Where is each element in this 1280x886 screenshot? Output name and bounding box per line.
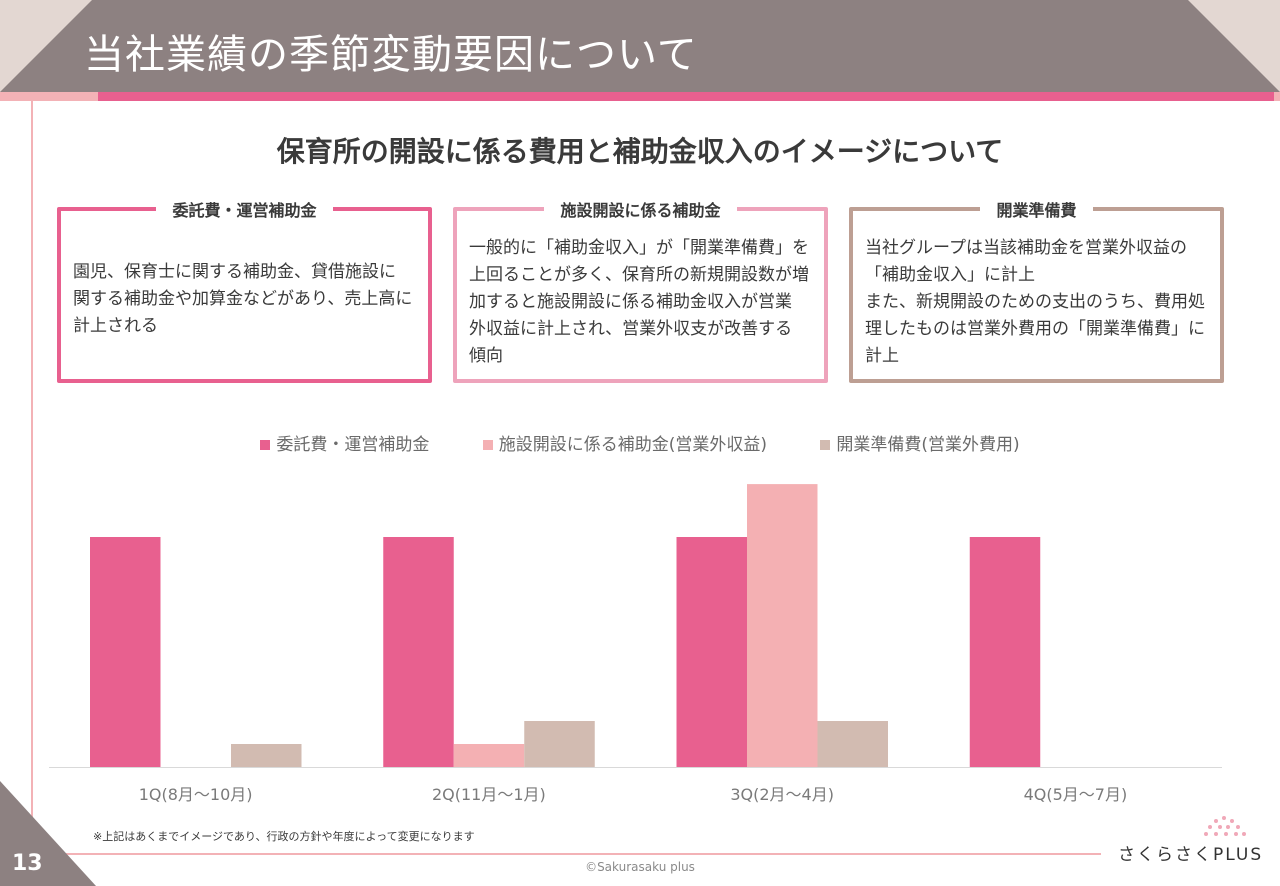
header-right-decoration [1188,0,1280,92]
legend-item: 施設開設に係る補助金(営業外収益) [482,430,767,455]
footer-rule [33,853,1101,855]
bar-q3-series-1 [747,484,818,767]
bar-q3-series-0 [676,537,747,767]
bar-q2-series-2 [524,721,595,767]
sakura-dot [1226,825,1230,829]
legend-swatch [482,440,493,450]
info-box-operating-subsidy: 委託費・運営補助金 園児、保育士に関する補助金、貸借施設に 関する補助金や加算金… [57,201,432,383]
info-box-title: 施設開設に係る補助金 [544,201,737,220]
legend-item: 委託費・運営補助金 [260,430,429,455]
x-tick-label: 1Q(8月～10月) [139,785,253,804]
copyright: ©Sakurasaku plus [585,860,695,874]
section-subtitle: 保育所の開設に係る費用と補助金収入のイメージについて [276,135,1004,168]
legend-label: 施設開設に係る補助金(営業外収益) [498,435,767,455]
company-logo: さくらさくPLUS [1118,845,1264,865]
header-left-decoration [0,0,92,92]
header-band [0,0,1280,92]
sakura-dot [1218,825,1222,829]
chart-legend: 委託費・運営補助金 施設開設に係る補助金(営業外収益) 開業準備費(営業外費用) [0,430,1280,455]
sakura-dot [1222,816,1226,820]
info-box-title: 開業準備費 [980,201,1093,220]
info-box-body: 園児、保育士に関する補助金、貸借施設に 関する補助金や加算金などがあり、売上高に… [73,262,413,336]
info-box-facility-subsidy: 施設開設に係る補助金 一般的に「補助金収入」が「開業準備費」を 上回ることが多く… [453,201,828,383]
sakura-dot [1204,832,1208,836]
bar-chart: 1Q(8月～10月) 2Q(11月～1月) 3Q(2月～4月) 4Q(5月～7月) [49,484,1222,804]
header-stripe-left [0,92,98,101]
info-box-opening-costs: 開業準備費 当社グループは当該補助金を営業外収益の 「補助金収入」に計上 また、… [849,201,1224,383]
sakura-dot [1214,819,1218,823]
bar-q4-series-0 [969,537,1041,767]
bar-q1-series-2 [231,744,302,767]
x-tick-label: 4Q(5月～7月) [1024,785,1128,804]
sakura-dot [1224,832,1228,836]
legend-swatch [260,440,271,450]
info-box-body: 当社グループは当該補助金を営業外収益の 「補助金収入」に計上 また、新規開設のた… [865,238,1205,366]
sakura-dot [1214,832,1218,836]
logo-sakura-dots-icon [1204,816,1246,836]
bar-q2-series-1 [453,744,525,767]
bar-q3-series-2 [817,721,888,767]
x-tick-label: 2Q(11月～1月) [432,785,546,804]
legend-label: 開業準備費(営業外費用) [836,435,1020,455]
info-box-title: 委託費・運営補助金 [156,201,333,220]
sakura-dot [1230,819,1234,823]
left-vertical-rule [31,101,33,853]
page-corner [0,781,96,886]
header-stripe-right [1274,92,1280,101]
bar-q2-series-0 [383,537,454,767]
sakura-dot [1236,825,1240,829]
legend-label: 委託費・運営補助金 [276,435,430,455]
page-number: 13 [12,851,43,876]
footnote: ※上記はあくまでイメージであり、行政の方針や年度によって変更になります [93,830,475,843]
sakura-dot [1208,825,1212,829]
page-title: 当社業績の季節変動要因について [84,32,698,78]
info-box-body: 一般的に「補助金収入」が「開業準備費」を 上回ることが多く、保育所の新規開設数が… [469,238,809,366]
x-tick-label: 3Q(2月～4月) [730,785,834,804]
header-stripe [0,92,1280,101]
legend-item: 開業準備費(営業外費用) [820,430,1020,455]
legend-swatch [820,440,831,450]
sakura-dot [1234,832,1238,836]
bar-q1-series-0 [90,537,161,767]
sakura-dot [1242,832,1246,836]
